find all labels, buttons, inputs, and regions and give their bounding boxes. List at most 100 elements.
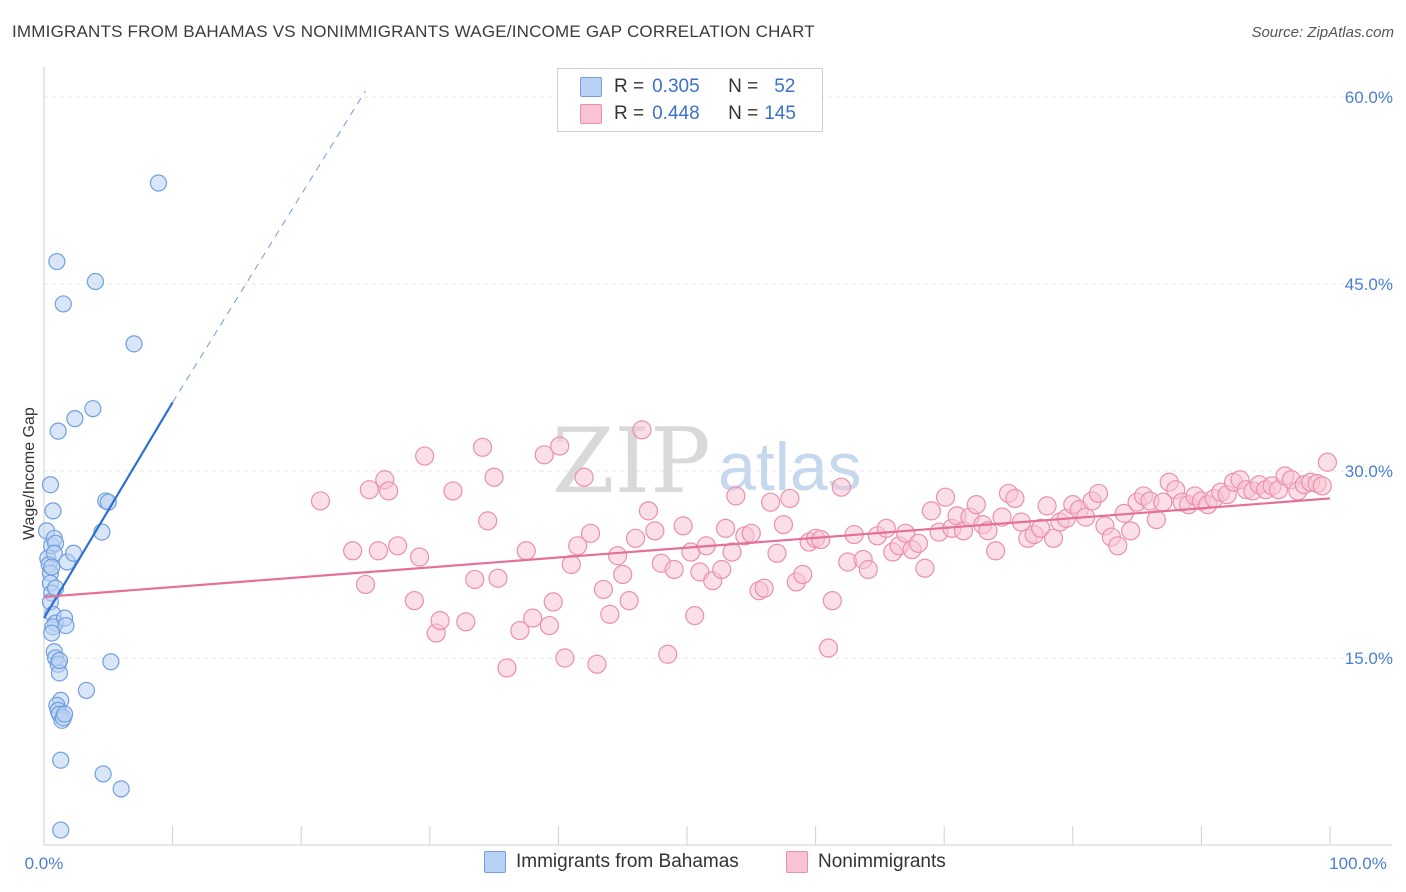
n-value: 52 bbox=[774, 76, 796, 97]
data-point bbox=[539, 615, 559, 636]
data-point bbox=[534, 445, 554, 465]
data-point bbox=[780, 488, 800, 509]
data-point bbox=[726, 486, 746, 506]
data-point bbox=[488, 568, 508, 588]
grid-lines bbox=[44, 96, 1392, 659]
n-value: 145 bbox=[764, 103, 796, 124]
data-point bbox=[125, 335, 143, 353]
data-point bbox=[48, 252, 66, 271]
data-point bbox=[1043, 528, 1064, 548]
data-point bbox=[632, 420, 652, 440]
data-point bbox=[593, 579, 614, 600]
data-point bbox=[658, 644, 678, 664]
data-point bbox=[607, 546, 628, 566]
trend-line-nonimmigrants bbox=[43, 497, 1331, 599]
stats-row-bahamas: R = 0.305 N = 52 bbox=[580, 75, 795, 99]
data-point bbox=[497, 658, 517, 678]
data-point bbox=[43, 624, 61, 642]
legend-item-bahamas[interactable]: Immigrants from Bahamas bbox=[484, 851, 739, 873]
data-point bbox=[625, 528, 646, 548]
data-point bbox=[773, 515, 794, 535]
data-point bbox=[992, 507, 1012, 527]
data-point bbox=[472, 437, 493, 457]
data-point bbox=[613, 564, 633, 585]
data-point bbox=[741, 523, 761, 543]
data-point bbox=[52, 751, 70, 769]
data-point bbox=[55, 705, 74, 723]
data-point bbox=[966, 495, 986, 515]
data-point bbox=[767, 543, 787, 563]
data-point bbox=[715, 518, 736, 538]
data-point bbox=[896, 523, 916, 543]
data-point bbox=[52, 821, 70, 839]
data-point bbox=[645, 521, 665, 541]
data-point bbox=[915, 558, 935, 578]
data-point bbox=[510, 620, 530, 641]
data-point bbox=[443, 481, 463, 501]
n-label: N = bbox=[728, 103, 759, 124]
data-point bbox=[818, 638, 839, 658]
data-point bbox=[722, 542, 742, 562]
data-point bbox=[1312, 476, 1332, 496]
source-note: Source: ZipAtlas.com bbox=[1251, 24, 1394, 41]
data-point bbox=[1317, 452, 1338, 472]
data-point bbox=[84, 400, 102, 418]
data-point bbox=[858, 559, 878, 580]
data-point bbox=[102, 653, 120, 671]
legend-swatch-nonimmigrants bbox=[786, 851, 808, 873]
data-point bbox=[49, 422, 67, 440]
data-point bbox=[580, 523, 601, 543]
data-point bbox=[1121, 521, 1141, 541]
data-point bbox=[1108, 536, 1128, 556]
data-point bbox=[908, 533, 929, 553]
data-point bbox=[555, 648, 575, 668]
data-point bbox=[685, 606, 705, 626]
data-point bbox=[57, 616, 75, 635]
tick-labels: 15.0% 30.0% 45.0% 60.0% 0.0% 100.0% bbox=[25, 88, 1393, 873]
data-point bbox=[673, 516, 693, 536]
data-point bbox=[921, 501, 941, 521]
data-point bbox=[41, 476, 60, 494]
data-point bbox=[86, 272, 105, 291]
data-point bbox=[831, 477, 851, 497]
data-point bbox=[1031, 518, 1051, 538]
watermark-zip: ZIP bbox=[552, 409, 711, 514]
data-point bbox=[760, 492, 781, 512]
data-point bbox=[355, 574, 376, 595]
data-point bbox=[94, 765, 112, 783]
data-point bbox=[404, 591, 424, 611]
data-point bbox=[978, 521, 998, 541]
data-point bbox=[1037, 496, 1057, 516]
legend-item-nonimmigrants[interactable]: Nonimmigrants bbox=[786, 851, 946, 873]
data-point bbox=[754, 578, 774, 598]
series-legend: Immigrants from Bahamas Nonimmigrants bbox=[0, 851, 1406, 877]
data-point bbox=[465, 569, 485, 590]
stats-row-nonimmigrants: R = 0.448 N = 145 bbox=[580, 102, 796, 126]
x-tick-label: 100.0% bbox=[1329, 854, 1387, 873]
trend-line-bahamas-extension bbox=[172, 90, 366, 403]
data-point bbox=[638, 501, 659, 521]
data-point bbox=[388, 536, 408, 556]
r-value: 0.448 bbox=[652, 103, 700, 124]
data-point bbox=[550, 436, 570, 456]
data-point bbox=[359, 480, 379, 500]
data-point bbox=[343, 541, 363, 561]
data-point bbox=[876, 518, 896, 538]
chart-title: IMMIGRANTS FROM BAHAMAS VS NONIMMIGRANTS… bbox=[12, 22, 815, 41]
data-point bbox=[1088, 483, 1109, 504]
r-label: R = bbox=[614, 76, 645, 97]
data-point bbox=[561, 554, 581, 575]
data-point bbox=[484, 467, 504, 487]
series-nonimmigrants bbox=[310, 420, 1338, 678]
data-point bbox=[368, 541, 388, 561]
data-point bbox=[43, 558, 61, 576]
data-point bbox=[409, 547, 430, 567]
data-point bbox=[430, 610, 450, 631]
data-point bbox=[149, 174, 168, 192]
axes bbox=[43, 67, 1392, 846]
data-point bbox=[543, 592, 563, 612]
data-point bbox=[793, 564, 813, 585]
trend-lines bbox=[43, 90, 1331, 619]
data-point bbox=[619, 591, 639, 611]
data-point bbox=[568, 536, 588, 556]
